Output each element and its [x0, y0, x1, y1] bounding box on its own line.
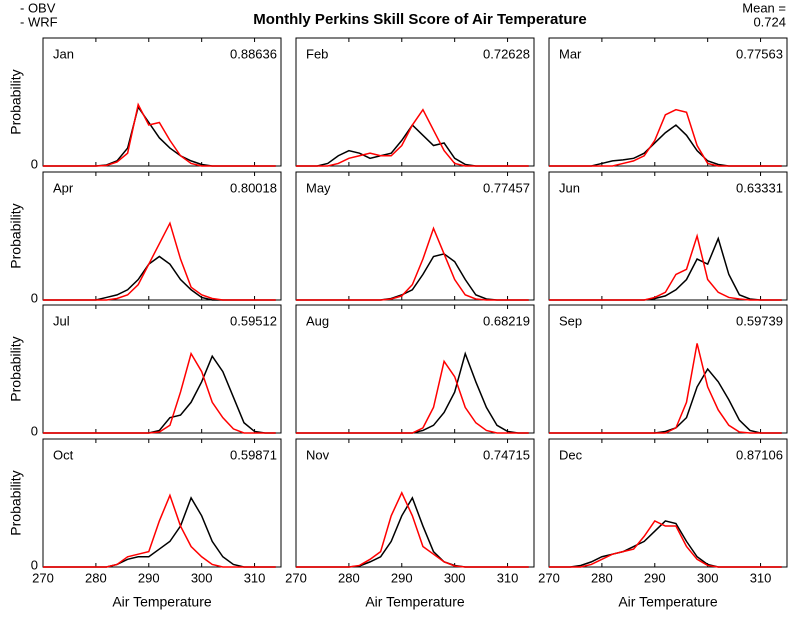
- panel-title: Aug: [306, 313, 329, 328]
- panel-frame: [548, 304, 788, 434]
- x-tick-label: 300: [697, 570, 719, 585]
- x-tick-label: 300: [191, 570, 213, 585]
- panel-title: Oct: [53, 447, 74, 462]
- panel-frame: [42, 171, 282, 301]
- panel-frame: [42, 438, 282, 568]
- panel-frame: [295, 304, 535, 434]
- x-tick-label: 280: [591, 570, 613, 585]
- x-axis-label: Air Temperature: [618, 594, 718, 610]
- panel-frame: [548, 171, 788, 301]
- panel-title: Apr: [53, 180, 74, 195]
- panel-score: 0.59739: [736, 313, 783, 328]
- panel-score: 0.63331: [736, 180, 783, 195]
- x-tick-label: 310: [497, 570, 519, 585]
- series-line: [296, 226, 529, 301]
- panel-title: May: [306, 180, 331, 195]
- panel-frame: [548, 438, 788, 568]
- panel-title: Feb: [306, 46, 328, 61]
- panel-score: 0.59871: [230, 447, 277, 462]
- x-tick-label: 290: [644, 570, 666, 585]
- panel-score: 0.77457: [483, 180, 530, 195]
- x-tick-label: 290: [391, 570, 413, 585]
- series-line: [549, 519, 782, 568]
- x-tick-label: 270: [285, 570, 307, 585]
- series-line: [43, 221, 276, 301]
- x-tick-label: 270: [538, 570, 560, 585]
- y-tick-label: 0: [31, 423, 38, 438]
- chart-title: Monthly Perkins Skill Score of Air Tempe…: [253, 11, 586, 28]
- series-line: [296, 108, 529, 167]
- series-line: [43, 351, 276, 434]
- x-tick-label: 280: [85, 570, 107, 585]
- y-axis-label: Probability: [8, 336, 24, 401]
- y-axis-label: Probability: [8, 203, 24, 268]
- series-line: [43, 493, 276, 568]
- legend-wrf: - WRF: [20, 14, 58, 29]
- panel-score: 0.77563: [736, 46, 783, 61]
- x-axis-label: Air Temperature: [365, 594, 465, 610]
- x-tick-label: 280: [338, 570, 360, 585]
- x-tick-label: 310: [244, 570, 266, 585]
- panel-score: 0.59512: [230, 313, 277, 328]
- y-tick-label: 0: [31, 557, 38, 572]
- mean-label: Mean =: [742, 0, 786, 15]
- panel-frame: [42, 37, 282, 167]
- panel-title: Dec: [559, 447, 583, 462]
- panel-score: 0.87106: [736, 447, 783, 462]
- panel-frame: [295, 438, 535, 568]
- panel-title: Sep: [559, 313, 582, 328]
- y-axis-label: Probability: [8, 470, 24, 535]
- x-tick-label: 270: [32, 570, 54, 585]
- panel-frame: [295, 37, 535, 167]
- x-tick-label: 310: [750, 570, 772, 585]
- panel-title: Jan: [53, 46, 74, 61]
- y-tick-label: 0: [31, 156, 38, 171]
- series-line: [549, 343, 782, 434]
- x-tick-label: 300: [444, 570, 466, 585]
- panel-score: 0.68219: [483, 313, 530, 328]
- panel-score: 0.88636: [230, 46, 277, 61]
- panel-title: Nov: [306, 447, 330, 462]
- panel-title: Jun: [559, 180, 580, 195]
- mean-value: 0.724: [753, 14, 786, 29]
- y-axis-label: Probability: [8, 69, 24, 134]
- series-line: [296, 490, 529, 568]
- series-line: [296, 359, 529, 434]
- panel-title: Mar: [559, 46, 582, 61]
- series-line: [43, 102, 276, 167]
- panel-frame: [548, 37, 788, 167]
- panel-title: Jul: [53, 313, 70, 328]
- series-line: [549, 108, 782, 167]
- series-line: [549, 233, 782, 301]
- panel-score: 0.72628: [483, 46, 530, 61]
- panel-score: 0.80018: [230, 180, 277, 195]
- x-axis-label: Air Temperature: [112, 594, 212, 610]
- y-tick-label: 0: [31, 290, 38, 305]
- legend-obv: - OBV: [20, 0, 56, 15]
- panel-score: 0.74715: [483, 447, 530, 462]
- panel-frame: [42, 304, 282, 434]
- x-tick-label: 290: [138, 570, 160, 585]
